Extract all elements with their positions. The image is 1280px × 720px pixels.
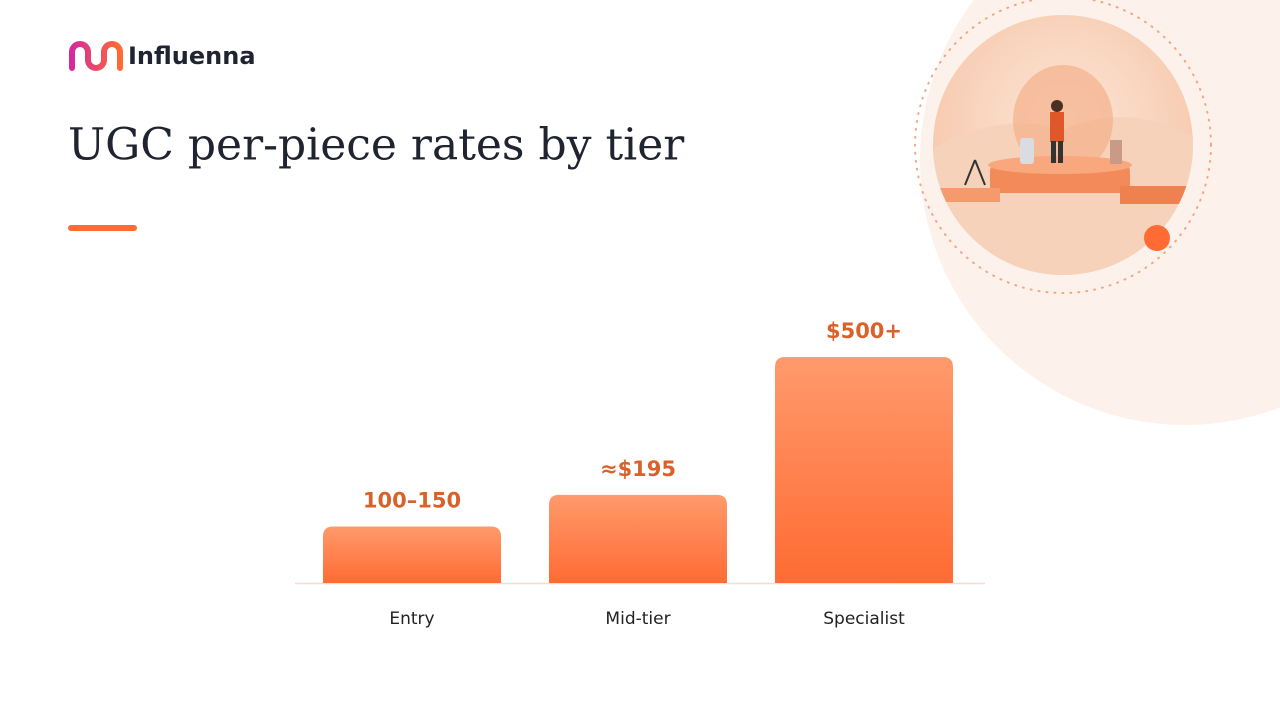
value-label: 100–150 — [363, 489, 461, 513]
logo-icon — [69, 41, 123, 71]
accent-dot — [1144, 225, 1170, 251]
logo: Influenna — [69, 41, 256, 71]
x-tick-label: Specialist — [823, 609, 905, 629]
value-label: $500+ — [826, 319, 902, 343]
bar — [323, 526, 501, 583]
bar — [775, 357, 953, 583]
dotted-ring — [914, 0, 1212, 294]
title-underline — [68, 225, 137, 231]
chart-title: UGC per-piece rates by tier — [68, 120, 685, 171]
plot: Entry 100–150 Mid-tier ≈$195 Specialist $500+ — [323, 319, 953, 629]
bar — [549, 494, 727, 583]
brand-name: Influenna — [128, 42, 256, 70]
value-label: ≈$195 — [600, 457, 676, 481]
x-tick-label: Entry — [389, 609, 434, 629]
x-tick-label: Mid-tier — [605, 609, 670, 629]
